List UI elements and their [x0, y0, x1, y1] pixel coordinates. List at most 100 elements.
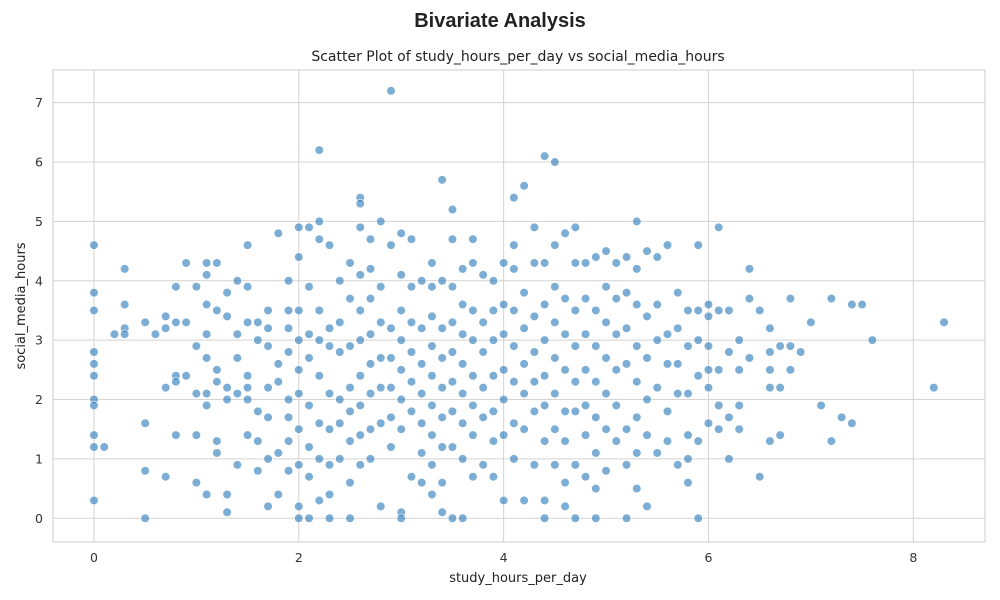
- scatter-point: [181, 371, 191, 381]
- scatter-point: [324, 513, 335, 523]
- scatter-point: [304, 282, 314, 292]
- scatter-point: [591, 252, 601, 262]
- scatter-point: [560, 406, 570, 416]
- scatter-point: [89, 305, 99, 316]
- scatter-point: [437, 442, 447, 452]
- scatter-point: [714, 222, 724, 232]
- scatter-point: [365, 329, 376, 339]
- scatter-point: [539, 371, 550, 381]
- scatter-point: [621, 460, 632, 470]
- scatter-point: [591, 377, 601, 387]
- scatter-point: [355, 460, 365, 470]
- scatter-point: [539, 151, 550, 161]
- scatter-point: [314, 495, 324, 506]
- scatter-point: [273, 489, 283, 500]
- scatter-point: [365, 388, 376, 399]
- scatter-point: [304, 329, 314, 339]
- scatter-point: [478, 270, 488, 280]
- scatter-point: [662, 240, 673, 250]
- scatter-point: [355, 270, 365, 280]
- scatter-point: [744, 264, 755, 274]
- scatter-point: [580, 400, 591, 411]
- scatter-point: [355, 371, 365, 381]
- scatter-point: [693, 371, 703, 381]
- scatter-point: [202, 353, 212, 363]
- scatter-point: [826, 436, 836, 446]
- scatter-point: [673, 359, 683, 369]
- scatter-point: [509, 341, 519, 351]
- scatter-point: [509, 377, 519, 387]
- scatter-point: [509, 193, 519, 203]
- scatter-point: [212, 377, 222, 387]
- scatter-point: [468, 430, 478, 440]
- scatter-point: [355, 430, 365, 440]
- scatter-point: [642, 394, 652, 405]
- plot-area-frame: [52, 69, 986, 543]
- scatter-point: [242, 371, 253, 381]
- scatter-point: [191, 282, 201, 292]
- scatter-point: [703, 299, 714, 310]
- scatter-point: [734, 365, 744, 375]
- scatter-point: [458, 513, 468, 523]
- scatter-point: [611, 365, 621, 375]
- scatter-point: [560, 329, 570, 339]
- scatter-point: [202, 299, 212, 310]
- scatter-point: [539, 513, 550, 523]
- scatter-point: [324, 341, 335, 351]
- scatter-point: [202, 489, 212, 500]
- y-axis-label: social_media_hours: [14, 242, 29, 369]
- scatter-point: [601, 282, 611, 292]
- scatter-point: [447, 513, 458, 523]
- scatter-point: [519, 181, 529, 191]
- scatter-point: [570, 341, 580, 351]
- scatter-point: [529, 460, 539, 470]
- scatter-point: [673, 323, 683, 333]
- scatter-point: [171, 377, 181, 387]
- scatter-point: [601, 353, 611, 363]
- scatter-point: [263, 305, 273, 316]
- scatter-point: [365, 359, 376, 369]
- scatter-point: [140, 317, 150, 327]
- scatter-point: [539, 299, 550, 310]
- scatter-point: [468, 305, 478, 316]
- scatter-point: [253, 466, 263, 476]
- y-tick-label: 1: [35, 451, 43, 466]
- scatter-point: [335, 347, 345, 357]
- scatter-point: [509, 264, 519, 274]
- scatter-point: [89, 240, 99, 250]
- scatter-point: [324, 323, 335, 333]
- scatter-point: [396, 335, 406, 345]
- scatter-point: [591, 412, 601, 422]
- scatter-point: [468, 234, 478, 244]
- scatter-point: [703, 418, 714, 428]
- scatter-point: [662, 406, 673, 416]
- scatter-point: [427, 400, 437, 411]
- scatter-point: [417, 478, 427, 488]
- y-axis-ticks: 0 1 2 3 4 5 6 7: [35, 95, 43, 526]
- scatter-point: [232, 388, 242, 399]
- scatter-point: [406, 347, 417, 357]
- scatter-point: [458, 264, 468, 274]
- scatter-point: [580, 365, 591, 375]
- scatter-point: [642, 353, 652, 363]
- scatter-point: [744, 293, 755, 304]
- scatter-point: [294, 424, 304, 434]
- y-tick-label: 4: [35, 273, 43, 288]
- y-tick-label: 3: [35, 333, 43, 348]
- scatter-point: [621, 513, 632, 523]
- scatter-point: [693, 240, 703, 250]
- scatter-point: [570, 406, 580, 416]
- y-tick-label: 7: [35, 95, 43, 110]
- scatter-point: [632, 216, 642, 226]
- scatter-point: [294, 365, 304, 375]
- scatter-point: [304, 353, 314, 363]
- scatter-point: [109, 329, 120, 339]
- scatter-point: [89, 430, 99, 440]
- scatter-point: [376, 418, 386, 428]
- scatter-point: [519, 323, 529, 333]
- scatter-point: [222, 489, 232, 500]
- scatter-point: [703, 383, 714, 393]
- scatter-point: [519, 288, 529, 298]
- scatter-point: [539, 335, 550, 345]
- scatter-point: [355, 305, 365, 316]
